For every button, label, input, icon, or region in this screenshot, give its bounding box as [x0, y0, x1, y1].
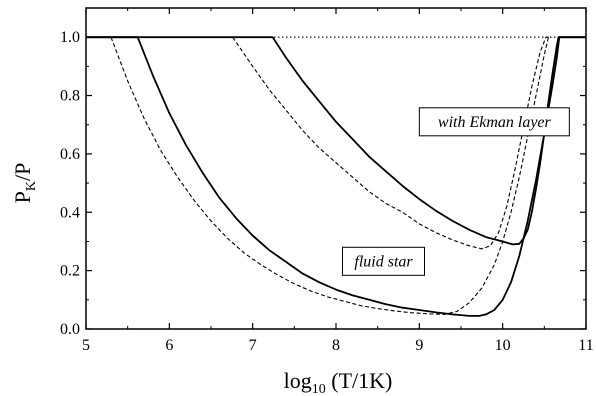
y-axis-label: PK/P: [10, 163, 39, 204]
annotation-fluid-star: fluid star: [354, 253, 413, 270]
x-axis-label-rest: (T/1K): [326, 368, 393, 393]
x-axis-label: log10 (T/1K): [284, 368, 393, 396]
series-line-solid-3: [86, 36, 586, 317]
x-tick-label: 10: [495, 337, 511, 354]
x-tick-label: 8: [332, 337, 340, 354]
x-tick-label: 11: [578, 337, 593, 354]
x-tick-label: 6: [165, 337, 173, 354]
annotation-box-fluid: [342, 246, 425, 276]
annotation-box-ekman: [418, 107, 570, 137]
x-axis-label-sub: 10: [312, 382, 326, 396]
x-tick-label: 5: [82, 337, 90, 354]
x-tick-label: 7: [249, 337, 257, 354]
y-tick-label: 0.4: [60, 204, 80, 221]
series-line-dashed-4: [110, 37, 550, 315]
y-tick-label: 0.2: [60, 263, 80, 280]
y-axis-label-rest: /P: [10, 163, 35, 181]
y-tick-label: 1.0: [60, 29, 80, 46]
y-tick-label: 0.8: [60, 88, 80, 105]
series-line-dashed-2: [232, 36, 549, 250]
series-line-solid-1: [86, 36, 586, 246]
axis-ticks: 5 6 7 8 9 10 11 0.0 0.2 0.4 0.6 0.8 1.0: [60, 7, 594, 354]
x-tick-label: 9: [415, 337, 423, 354]
plot-area: [86, 36, 586, 317]
x-axis-label-main: log: [284, 368, 312, 393]
y-axis-label-sub: K: [24, 181, 39, 191]
y-tick-label: 0.6: [60, 146, 80, 163]
y-axis-label-main: P: [10, 191, 35, 203]
y-tick-label: 0.0: [60, 321, 80, 338]
annotation-ekman-layer: with Ekman layer: [438, 114, 552, 131]
